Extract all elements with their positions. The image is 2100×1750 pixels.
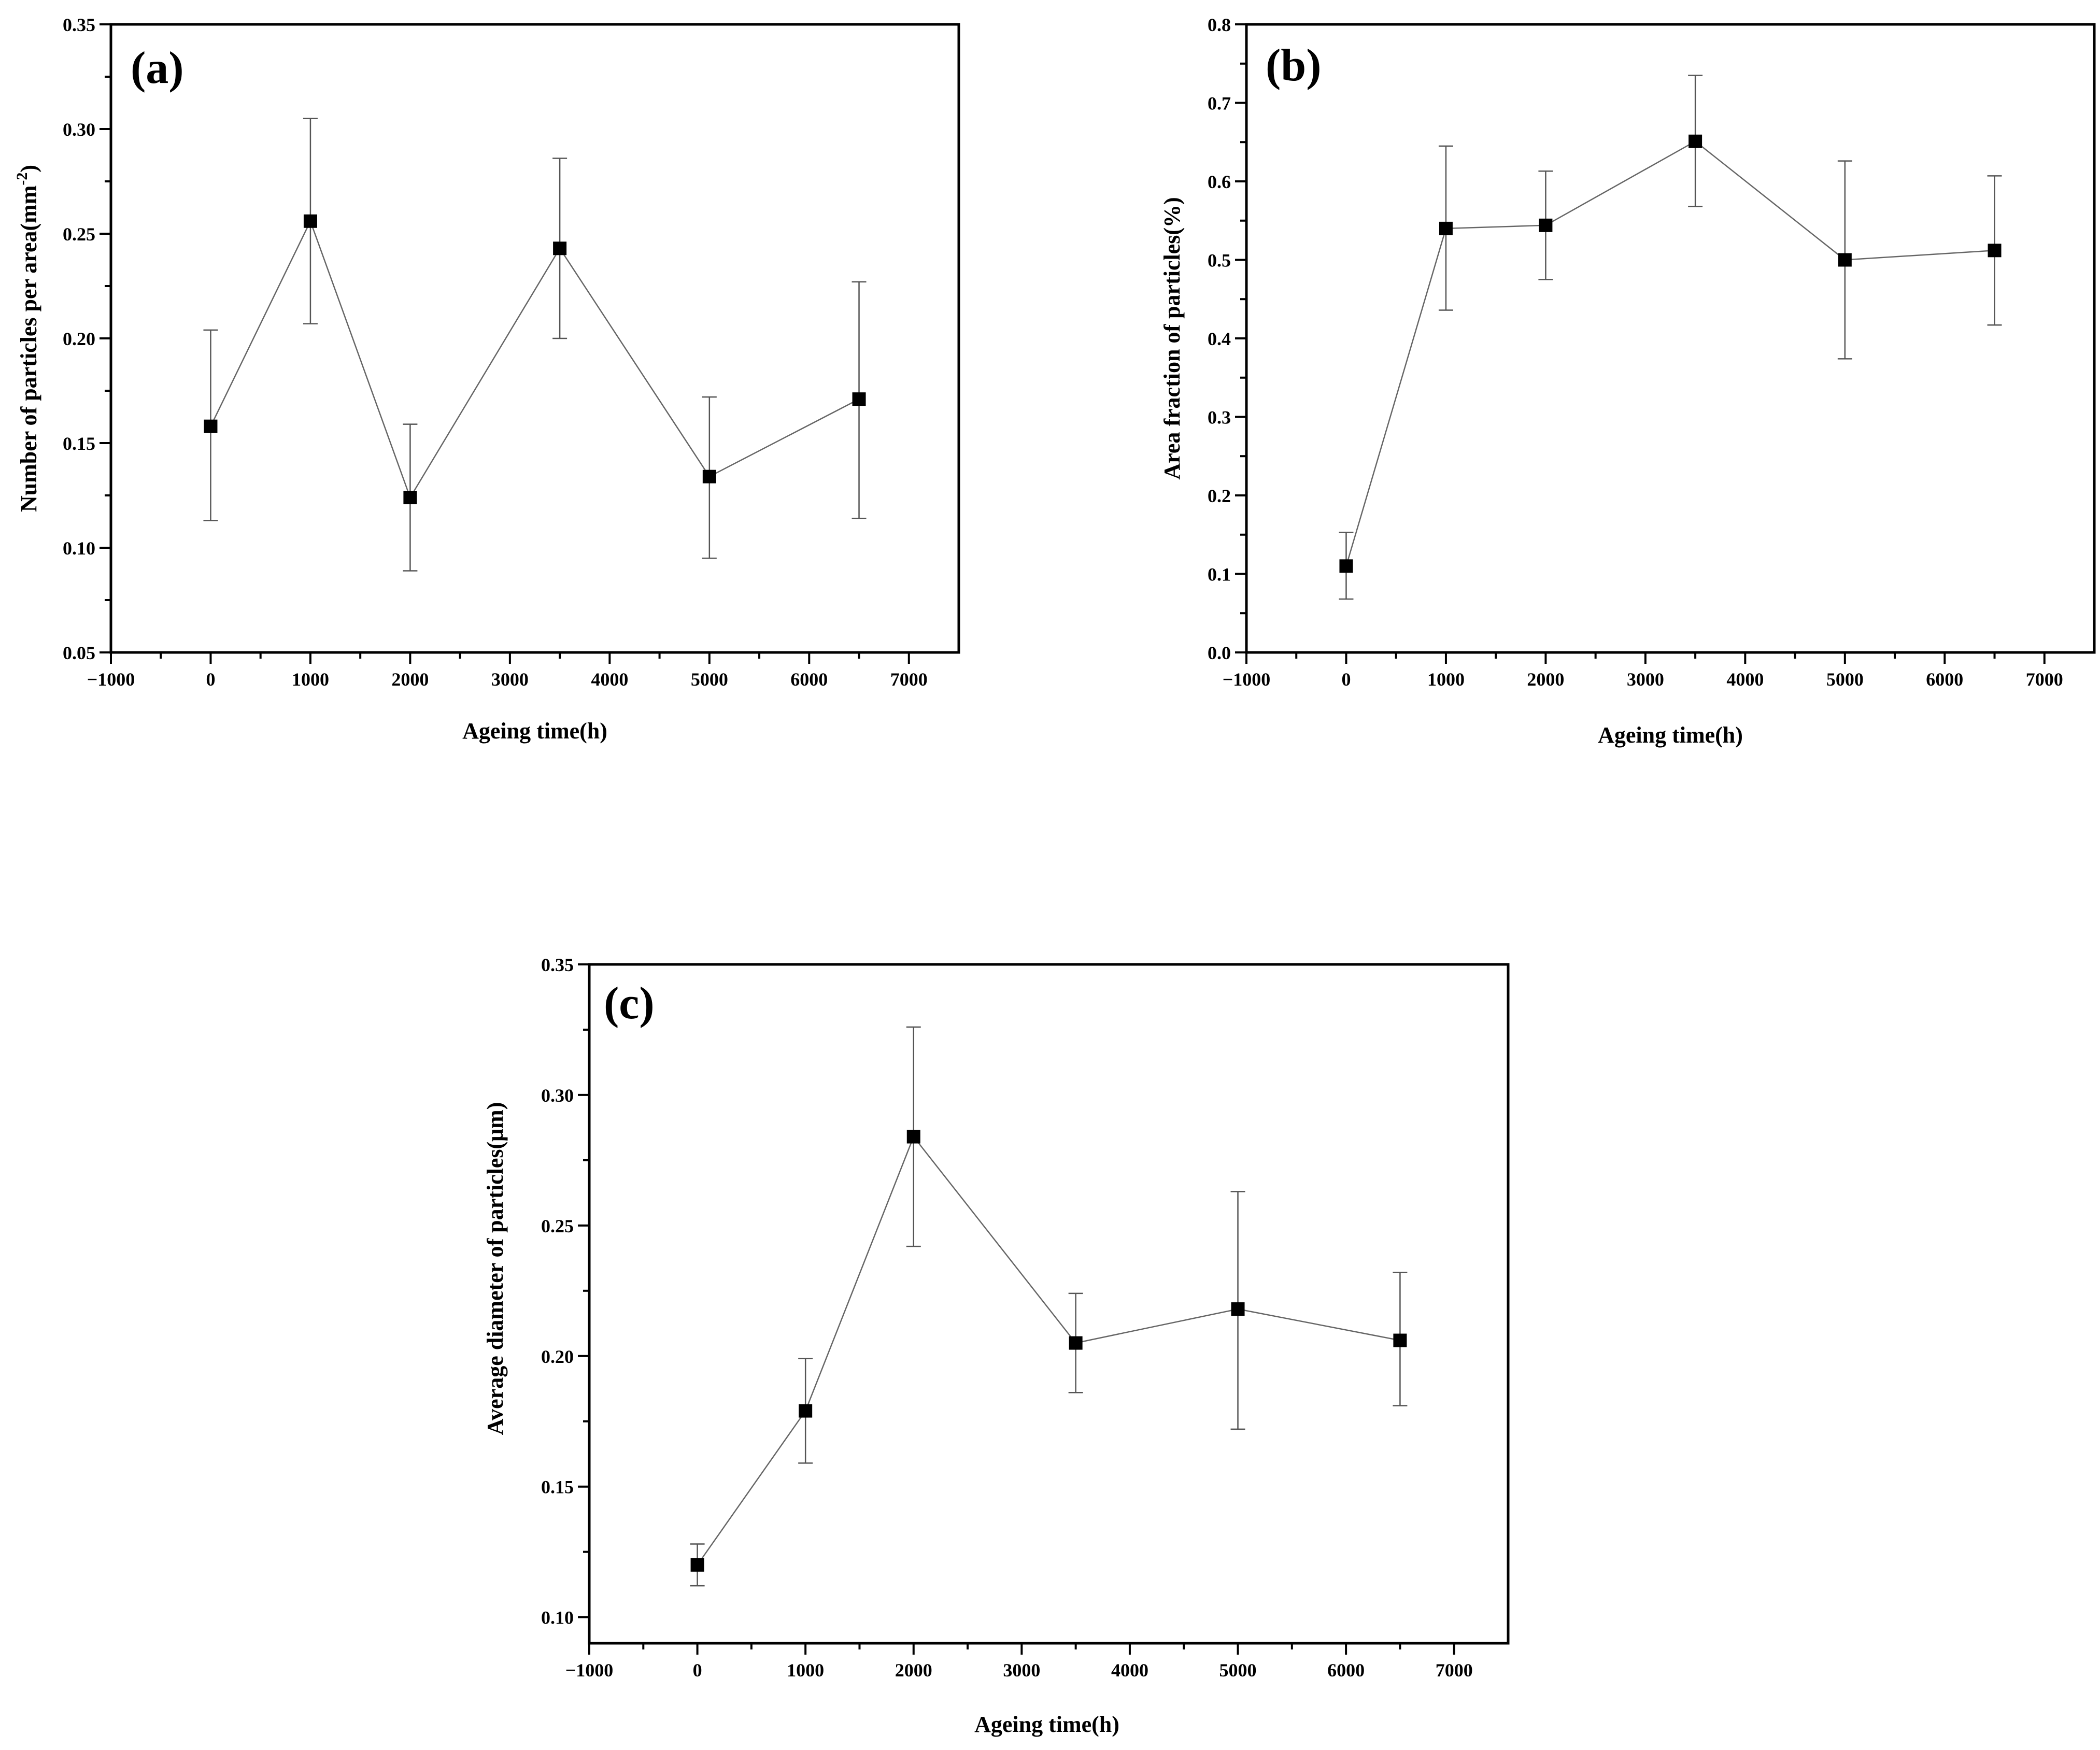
y-axis-label-suffix: ) bbox=[16, 165, 41, 173]
x-tick-label: 6000 bbox=[790, 669, 828, 690]
y-tick-label: 0.4 bbox=[1208, 329, 1231, 349]
x-tick-label: 3000 bbox=[1003, 1660, 1040, 1681]
x-tick-label: 4000 bbox=[591, 669, 628, 690]
y-tick-label: 0.20 bbox=[541, 1346, 574, 1367]
y-tick-label: 0.30 bbox=[541, 1085, 574, 1106]
y-axis-label: Area fraction of particles(%) bbox=[1159, 197, 1185, 479]
y-axis-label-main: Number of particles per area(mm bbox=[16, 186, 41, 513]
axes-ticks: −1000 0 1000 2000 3000 4000 5000 6000 7000 0.05 0.… bbox=[63, 15, 928, 690]
data-point bbox=[852, 392, 866, 406]
y-tick-label: 0.20 bbox=[63, 329, 95, 349]
x-tick-label: 6000 bbox=[1926, 669, 1963, 690]
x-tick-label: −1000 bbox=[87, 669, 135, 690]
x-tick-label: 2000 bbox=[895, 1660, 932, 1681]
x-axis-label: Ageing time(h) bbox=[1598, 722, 1743, 748]
y-axis-label: Number of particles per area(mm-2) bbox=[13, 165, 41, 512]
x-tick-label: 1000 bbox=[787, 1660, 824, 1681]
data-point bbox=[403, 491, 417, 505]
data-marks bbox=[690, 1026, 1408, 1587]
x-tick-label: 5000 bbox=[1826, 669, 1864, 690]
y-tick-label: 0.7 bbox=[1208, 93, 1231, 114]
x-tick-label: 4000 bbox=[1111, 1660, 1148, 1681]
y-tick-label: 0.1 bbox=[1208, 564, 1231, 585]
panel-label: (b) bbox=[1266, 40, 1322, 91]
data-point bbox=[1069, 1336, 1083, 1350]
y-tick-label: 0.25 bbox=[541, 1216, 574, 1236]
x-tick-label: 0 bbox=[693, 1660, 702, 1681]
plot-frame bbox=[588, 963, 1510, 1645]
x-tick-label: 3000 bbox=[491, 669, 529, 690]
y-axis-label: Average diameter of particles(μm) bbox=[483, 1102, 508, 1435]
x-tick-label: 6000 bbox=[1327, 1660, 1365, 1681]
y-tick-label: 0.25 bbox=[63, 224, 95, 245]
y-tick-label: 0.10 bbox=[541, 1607, 574, 1628]
y-axis-label-superscript: -2 bbox=[13, 173, 31, 186]
y-tick-label: 0.05 bbox=[63, 643, 95, 663]
data-marks bbox=[203, 118, 867, 572]
x-tick-label: 1000 bbox=[1427, 669, 1465, 690]
data-point bbox=[303, 214, 317, 228]
y-tick-label: 0.10 bbox=[63, 538, 95, 559]
x-tick-label: 7000 bbox=[1436, 1660, 1473, 1681]
x-tick-label: 0 bbox=[1341, 669, 1351, 690]
x-tick-label: 4000 bbox=[1726, 669, 1764, 690]
y-tick-label: 0.5 bbox=[1208, 250, 1231, 271]
y-tick-label: 0.35 bbox=[541, 955, 574, 975]
y-tick-label: 0.6 bbox=[1208, 172, 1231, 192]
y-tick-label: 0.8 bbox=[1208, 15, 1231, 35]
x-tick-label: 5000 bbox=[691, 669, 728, 690]
y-axis-label-main: Average diameter of particles(μm) bbox=[483, 1102, 508, 1435]
x-tick-label: 3000 bbox=[1627, 669, 1664, 690]
data-point bbox=[690, 1558, 704, 1572]
y-tick-label: 0.15 bbox=[541, 1477, 574, 1498]
panel-label: (c) bbox=[604, 978, 655, 1029]
axes-ticks: −1000 0 1000 2000 3000 4000 5000 6000 7000 0.10 0.… bbox=[541, 955, 1473, 1681]
y-tick-label: 0.0 bbox=[1208, 643, 1231, 663]
chart-panel-a: −1000 0 1000 2000 3000 4000 5000 6000 7000 0.05 0.… bbox=[13, 15, 960, 744]
y-tick-label: 0.30 bbox=[63, 119, 95, 140]
data-point bbox=[702, 469, 716, 483]
data-point bbox=[1439, 221, 1453, 235]
series-line bbox=[697, 1135, 1400, 1566]
data-point bbox=[553, 241, 567, 255]
data-marks bbox=[1339, 75, 2002, 600]
x-axis-label: Ageing time(h) bbox=[462, 718, 607, 744]
x-tick-label: 1000 bbox=[292, 669, 329, 690]
data-point bbox=[1838, 253, 1852, 267]
x-tick-label: 2000 bbox=[1527, 669, 1564, 690]
x-tick-label: −1000 bbox=[1223, 669, 1271, 690]
data-point bbox=[799, 1404, 813, 1418]
chart-panel-b: −1000 0 1000 2000 3000 4000 5000 6000 7000 0.0 0.1… bbox=[1159, 15, 2096, 748]
data-point bbox=[1339, 559, 1353, 573]
x-tick-label: −1000 bbox=[565, 1660, 614, 1681]
plot-frame bbox=[1245, 23, 2096, 654]
x-tick-label: 7000 bbox=[890, 669, 928, 690]
data-point bbox=[1393, 1333, 1407, 1347]
chart-panel-c: −1000 0 1000 2000 3000 4000 5000 6000 7000 0.10 0.… bbox=[483, 955, 1510, 1737]
data-point bbox=[1688, 134, 1702, 148]
y-tick-label: 0.35 bbox=[63, 15, 95, 35]
x-tick-label: 7000 bbox=[2026, 669, 2063, 690]
panel-label: (a) bbox=[131, 43, 184, 93]
series-line bbox=[210, 219, 860, 499]
data-point bbox=[1231, 1302, 1245, 1316]
axes-ticks: −1000 0 1000 2000 3000 4000 5000 6000 7000 0.0 0.1… bbox=[1208, 15, 2063, 690]
y-tick-label: 0.15 bbox=[63, 433, 95, 454]
data-point bbox=[1539, 218, 1553, 232]
y-tick-label: 0.3 bbox=[1208, 407, 1231, 428]
series-line bbox=[1345, 140, 1995, 566]
plot-frame bbox=[109, 23, 960, 654]
x-tick-label: 5000 bbox=[1219, 1660, 1257, 1681]
data-point bbox=[1988, 244, 2002, 258]
y-axis-label-main: Area fraction of particles(%) bbox=[1159, 197, 1185, 479]
data-point bbox=[204, 419, 218, 433]
x-tick-label: 2000 bbox=[391, 669, 429, 690]
x-axis-label: Ageing time(h) bbox=[974, 1712, 1119, 1737]
y-tick-label: 0.2 bbox=[1208, 486, 1231, 506]
x-tick-label: 0 bbox=[206, 669, 215, 690]
data-point bbox=[906, 1130, 920, 1144]
